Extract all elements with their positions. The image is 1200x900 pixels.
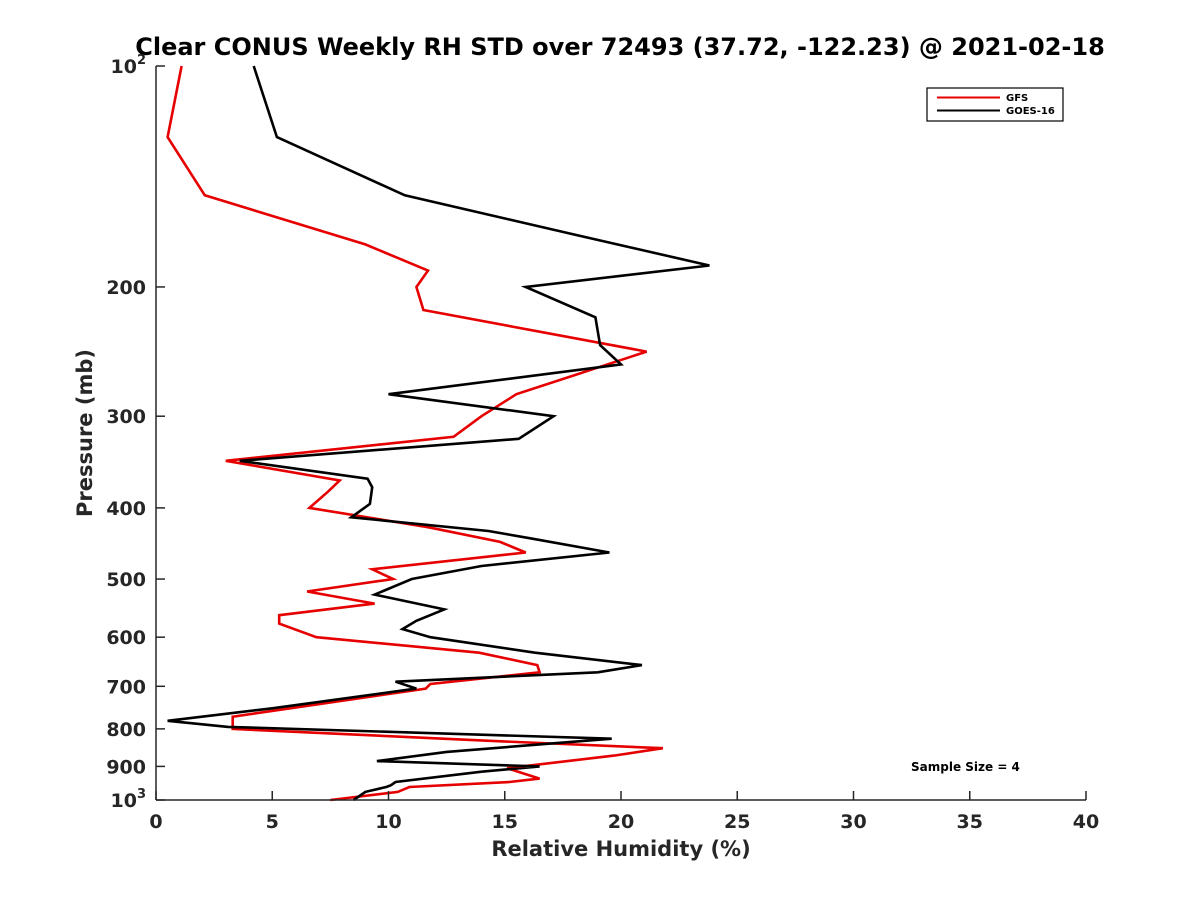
series-line-gfs [166, 65, 664, 802]
legend-label-goes-16: GOES-16 [1006, 106, 1055, 117]
x-tick-label: 5 [266, 811, 279, 833]
y-tick-label: 200 [106, 277, 146, 299]
x-tick-label: 10 [375, 811, 401, 833]
x-axis-label: Relative Humidity (%) [491, 837, 750, 861]
y-tick-label: 102 [111, 53, 147, 78]
x-tick-label: 35 [957, 811, 983, 833]
plot-area [156, 66, 1086, 800]
x-tick-label: 15 [492, 811, 518, 833]
x-tick-label: 25 [724, 811, 750, 833]
y-tick-label: 900 [106, 756, 146, 778]
x-tick-label: 20 [608, 811, 634, 833]
series-layer [166, 65, 710, 802]
x-tick-label: 30 [840, 811, 866, 833]
chart-title: Clear CONUS Weekly RH STD over 72493 (37… [135, 33, 1105, 61]
y-tick-label: 400 [106, 498, 146, 520]
sample-size-annotation: Sample Size = 4 [911, 760, 1020, 774]
y-tick-label: 300 [106, 406, 146, 428]
x-tick-label: 0 [149, 811, 162, 833]
x-ticks: 0 5 10 15 20 25 30 35 40 [149, 791, 1099, 833]
y-tick-label: 500 [106, 569, 146, 591]
y-tick-label: 800 [106, 719, 146, 741]
y-tick-label: 103 [111, 787, 147, 812]
legend-box [926, 87, 1064, 122]
series-line-goes-16 [167, 65, 710, 802]
y-ticks: 102 200 300 400 500 600 700 800 900 103 [106, 53, 165, 812]
y-tick-label: 700 [106, 676, 146, 698]
legend-label-gfs: GFS [1006, 93, 1028, 104]
y-tick-label: 600 [106, 627, 146, 649]
x-tick-label: 40 [1073, 811, 1099, 833]
y-axis-label: Pressure (mb) [73, 349, 97, 517]
legend: GFS GOES-16 [926, 87, 1064, 122]
